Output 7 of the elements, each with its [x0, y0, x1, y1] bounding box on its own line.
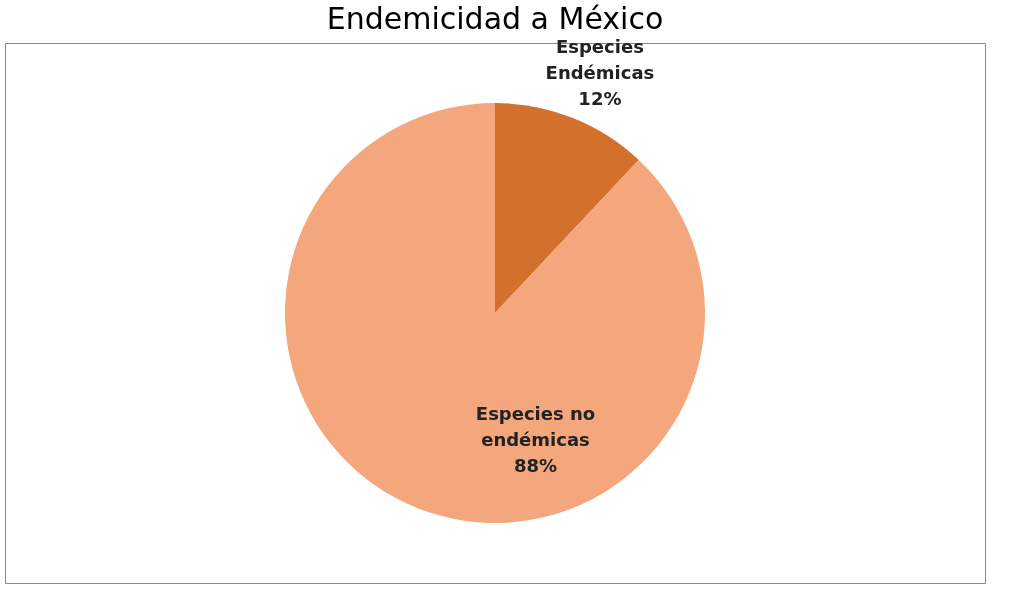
chart-title: Endemicidad a México [326, 1, 664, 37]
pie-slice [495, 103, 639, 313]
slice-label: Especies Endémicas [545, 36, 655, 84]
slice-label: Especies no endémicas [475, 403, 596, 451]
data-label: 88% [513, 455, 558, 477]
data-label: 12% [578, 88, 622, 110]
pie-slice [285, 103, 705, 523]
